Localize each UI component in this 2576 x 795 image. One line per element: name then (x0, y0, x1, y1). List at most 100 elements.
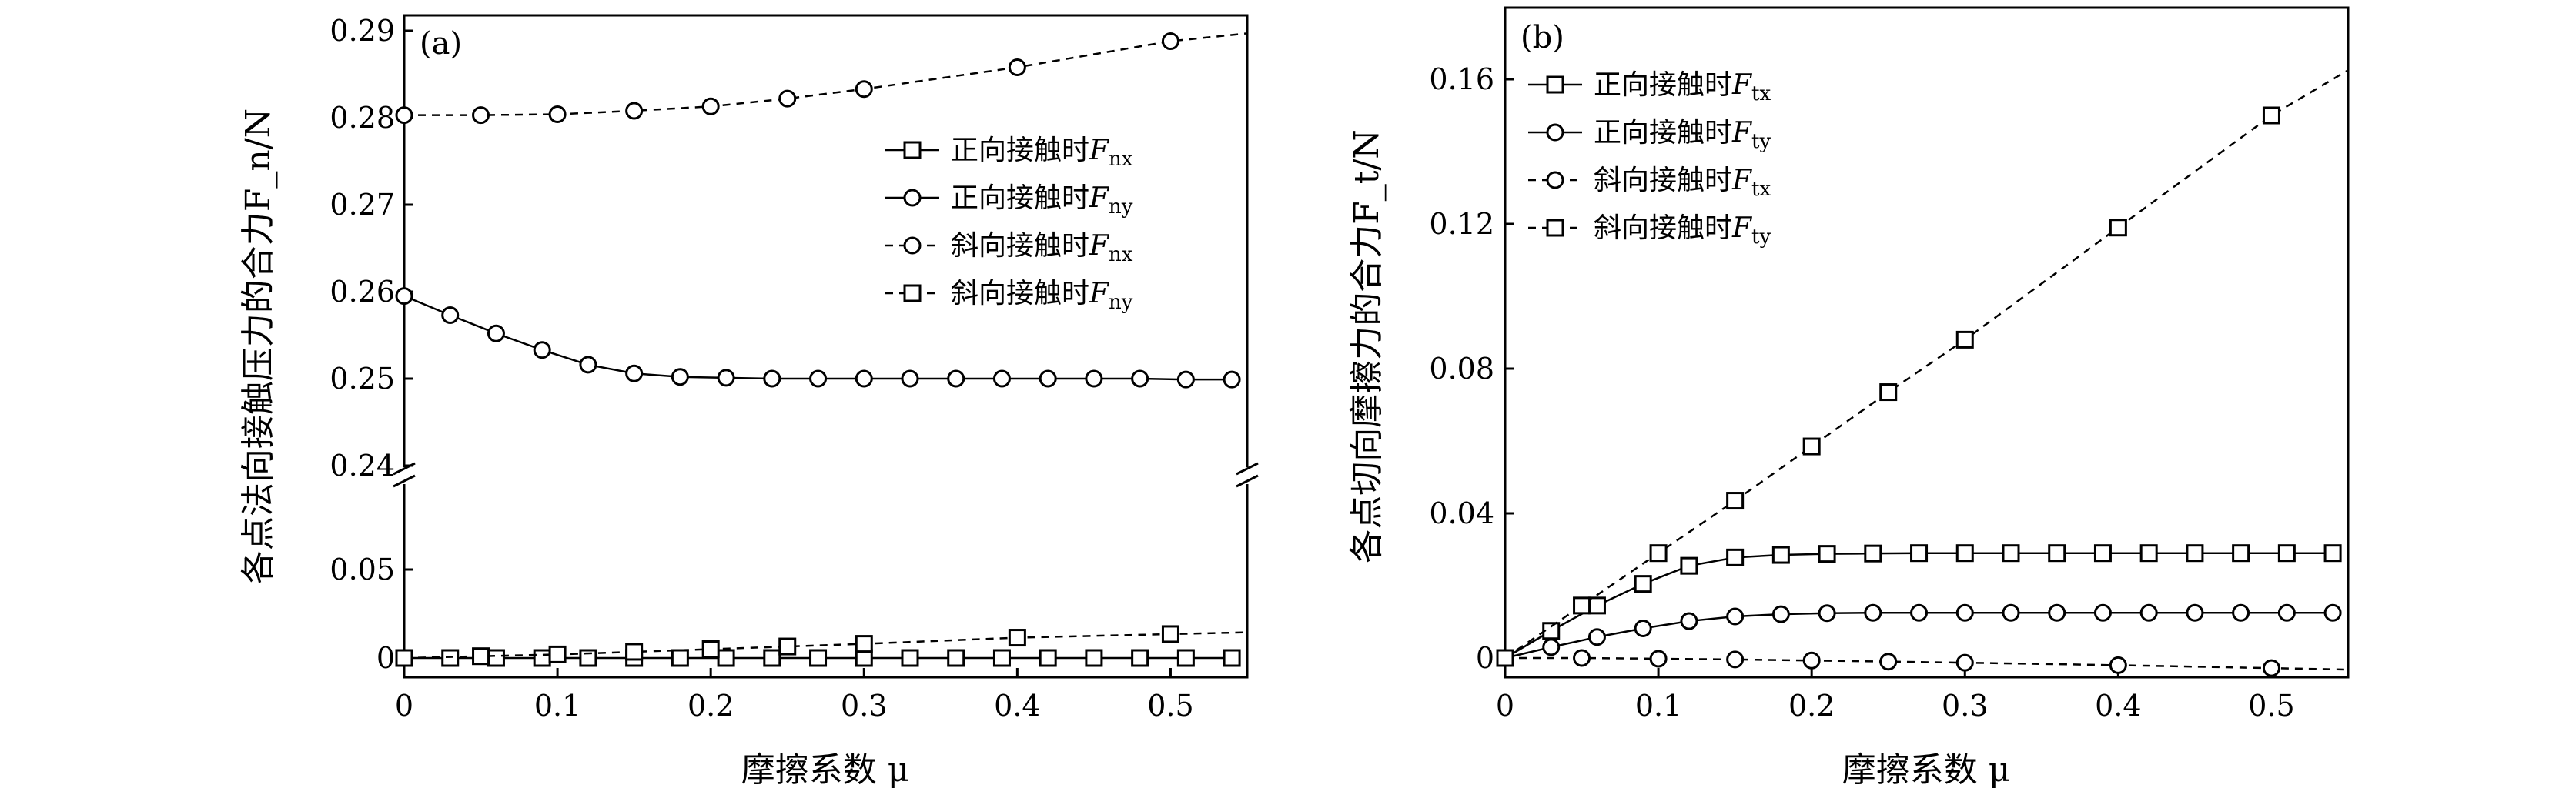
data-point (1176, 370, 1195, 389)
series-b-1 (1496, 603, 2342, 667)
data-point (625, 364, 644, 382)
series-line (403, 631, 1248, 660)
x-axis-title-b: 摩擦系数 μ (1842, 750, 2011, 790)
data-point (2186, 603, 2204, 622)
data-point (395, 287, 413, 306)
data-point (1879, 653, 1898, 671)
chart-panel-a: (a) 0 0.1 0.2 0.3 0.4 0.5 0.24 0.25 0.26 0.27 0.28… (239, 14, 1259, 790)
x-tick-label-b: 0.4 (2095, 689, 2141, 723)
data-point (1864, 603, 1882, 622)
legend-marker (903, 189, 922, 207)
data-point (717, 369, 735, 387)
data-point (1726, 607, 1745, 626)
data-point (2048, 544, 2066, 563)
data-point (1802, 651, 1821, 670)
data-point (1649, 650, 1668, 668)
panel-label-b: (b) (1521, 20, 1564, 55)
data-point (855, 635, 873, 653)
data-point (901, 369, 919, 388)
data-point (395, 106, 413, 125)
legend-label-b-2: 斜向接触时Ftx (1594, 165, 1771, 201)
y-tick-label-b: 0.08 (1429, 352, 1494, 386)
data-point (1008, 58, 1026, 76)
data-point (472, 647, 490, 666)
y-tick-label-b: 0 (1476, 641, 1494, 675)
series-a-1 (395, 287, 1241, 389)
x-tick-label-b: 0.1 (1635, 689, 1681, 723)
x-tick-label-a: 0.4 (994, 689, 1040, 723)
x-tick-label-b: 0.2 (1788, 689, 1835, 723)
data-point (855, 80, 873, 99)
y-tick-label-a: 0 (376, 641, 395, 675)
data-point (548, 645, 567, 663)
legend-label-a-1: 正向接触时Fny (951, 182, 1133, 219)
data-point (2002, 603, 2020, 622)
data-point (1955, 544, 1974, 563)
data-point (809, 649, 828, 667)
data-point (1879, 383, 1898, 402)
data-point (2139, 544, 2158, 563)
y-tick-label-a: 0.28 (330, 101, 395, 135)
x-tick-label-a: 0.1 (534, 689, 580, 723)
data-point (1818, 604, 1836, 623)
series-a-3 (395, 625, 1248, 667)
legend-label-a-3: 斜向接触时Fny (951, 278, 1133, 314)
data-point (992, 649, 1011, 667)
data-point (855, 369, 873, 388)
data-point (2093, 544, 2112, 563)
y-tick-label-a: 0.29 (330, 14, 395, 48)
data-point (533, 649, 551, 667)
y-tick-label-a: 0.24 (330, 449, 395, 483)
y-tick-label-a: 0.26 (330, 275, 395, 309)
data-point (1587, 628, 1606, 646)
data-point (992, 369, 1011, 388)
series-b (1496, 69, 2349, 677)
axis-break-slash (393, 474, 416, 488)
data-point (1085, 649, 1103, 667)
data-point (1955, 653, 1974, 672)
data-point (1573, 649, 1591, 667)
data-point (441, 306, 460, 325)
data-point (1085, 369, 1103, 388)
data-point (1131, 369, 1149, 388)
data-point (701, 640, 720, 658)
data-point (395, 649, 413, 667)
series-line (1504, 69, 2349, 660)
data-point (1161, 32, 1179, 51)
data-point (1161, 625, 1179, 643)
y-tick-label-a: 0.05 (330, 553, 395, 586)
data-point (1223, 649, 1241, 667)
series-line (404, 32, 1248, 116)
legend-a: 正向接触时Fnx 正向接触时Fny 斜向接触时Fnx 斜向接触时Fny (885, 135, 1133, 314)
data-point (717, 649, 735, 667)
data-point (441, 649, 460, 667)
data-point (1649, 544, 1668, 563)
x-tick-label-b: 0.3 (1942, 689, 1988, 723)
y-tick-label-b: 0.16 (1429, 62, 1494, 96)
legend-label-a-2: 斜向接触时Fnx (951, 230, 1133, 266)
legend-marker (1546, 123, 1564, 142)
data-point (1039, 369, 1057, 388)
plot-frame-a (403, 14, 1249, 679)
data-point (2002, 544, 2020, 563)
data-point (778, 637, 797, 656)
data-point (533, 341, 551, 359)
series-b-2 (1496, 649, 2349, 677)
series-line (1505, 656, 2349, 671)
ticks-a: 0 0.1 0.2 0.3 0.4 0.5 0.24 0.25 0.26 0.27 0.28 0.29… (330, 14, 1193, 723)
data-point (2139, 603, 2158, 622)
y-tick-label-b: 0.12 (1429, 207, 1494, 241)
legend-marker (1546, 75, 1564, 94)
legend-marker (1546, 219, 1564, 237)
legend-label-b-3: 斜向接触时Fty (1594, 212, 1771, 249)
data-point (472, 106, 490, 125)
x-tick-label-b: 0 (1496, 689, 1514, 723)
legend-marker (903, 284, 922, 302)
axis-break-slash (1236, 462, 1259, 476)
data-point (1726, 548, 1745, 566)
data-point (763, 369, 781, 388)
data-point (2109, 656, 2127, 674)
data-point (1176, 649, 1195, 667)
panel-label-a: (a) (420, 26, 462, 62)
